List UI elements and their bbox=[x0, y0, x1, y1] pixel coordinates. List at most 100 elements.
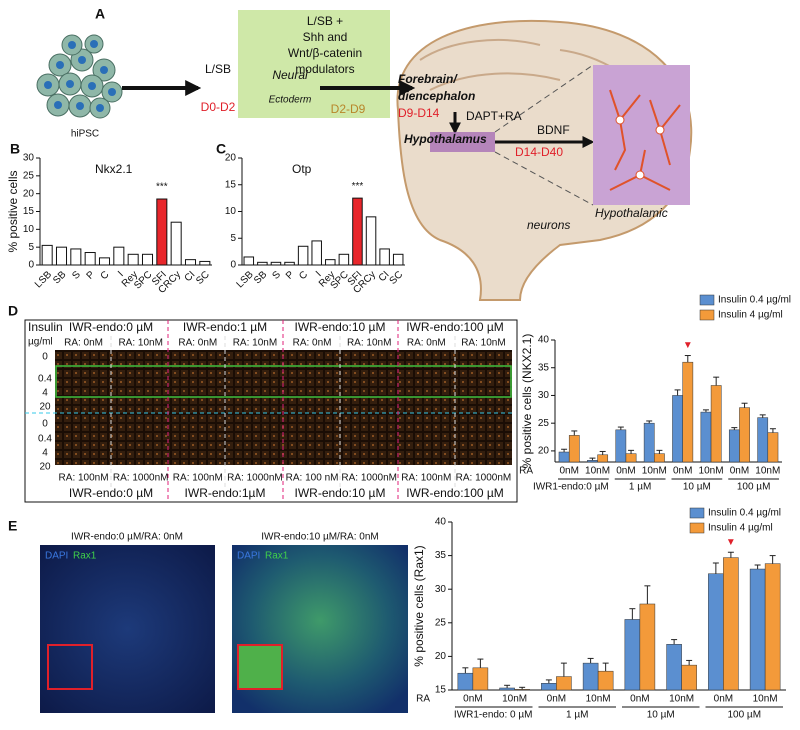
screen-panel bbox=[24, 319, 518, 503]
neural-box bbox=[238, 10, 390, 118]
y-tick-label: 20 bbox=[23, 188, 35, 199]
dividers bbox=[110, 336, 456, 488]
y-tick-label: 5 bbox=[230, 233, 236, 244]
bar bbox=[654, 453, 665, 463]
panel-letter: A bbox=[95, 6, 105, 22]
bar bbox=[41, 244, 53, 266]
step-label: Wnt/β-catenin bbox=[288, 46, 362, 60]
bar bbox=[170, 221, 182, 266]
bar bbox=[625, 453, 637, 463]
x-tick-label: 0nM bbox=[673, 466, 692, 477]
group-label: IWR1-endo: 0 µM bbox=[454, 710, 533, 721]
column-subheader: RA: 1000nM bbox=[227, 473, 283, 484]
legend-label: Insulin 4 µg/ml bbox=[718, 310, 783, 321]
step-days: D14-D40 bbox=[515, 145, 563, 159]
row-label: 0 bbox=[42, 352, 48, 363]
bar bbox=[98, 257, 111, 266]
column-header: IWR-endo:1 µM bbox=[183, 320, 267, 334]
neurons-box bbox=[593, 65, 690, 205]
bar bbox=[257, 261, 268, 266]
y-tick-label: 25 bbox=[538, 418, 550, 429]
stain-label: DAPI bbox=[237, 551, 260, 562]
panel-a: hiPSC L/SB D0-D2 Neural Ectoderm L/SB + … bbox=[36, 10, 693, 301]
bar bbox=[672, 395, 683, 463]
row-label: 4 bbox=[42, 448, 48, 459]
bar bbox=[710, 385, 722, 463]
legend-swatch bbox=[699, 294, 715, 306]
hypothalamus-region bbox=[430, 132, 495, 152]
y-tick-label: 30 bbox=[23, 153, 35, 164]
row-label: 0 bbox=[42, 419, 48, 430]
x-tick-label: 10nM bbox=[642, 466, 667, 477]
chart-title: Otp bbox=[292, 162, 312, 176]
bar bbox=[582, 662, 599, 691]
y-tick-label: 15 bbox=[23, 206, 35, 217]
brain-folds bbox=[419, 39, 676, 185]
bar bbox=[723, 557, 739, 691]
x-tick-label: 0nM bbox=[547, 694, 566, 705]
bar bbox=[55, 246, 68, 266]
bar bbox=[682, 361, 694, 463]
y-axis-label: % positive cells (NKX2.1) bbox=[520, 334, 534, 469]
legend-swatch bbox=[689, 507, 705, 519]
bar bbox=[270, 261, 282, 266]
legend-label: Insulin 0.4 µg/ml bbox=[708, 508, 781, 519]
x-tick-label: 10nM bbox=[755, 466, 780, 477]
cells-label: hiPSC bbox=[71, 129, 99, 140]
step-label: L/SB bbox=[205, 62, 231, 76]
column-header: IWR-endo:100 µM bbox=[406, 486, 504, 500]
bar bbox=[284, 261, 295, 266]
bar bbox=[113, 246, 125, 266]
x-tick-label: 10nM bbox=[585, 466, 610, 477]
x-tick-label: C bbox=[99, 269, 112, 282]
inset-box bbox=[237, 644, 283, 690]
group-label: 10 µM bbox=[647, 710, 675, 721]
bar bbox=[156, 198, 168, 266]
legend-swatch bbox=[699, 309, 715, 321]
y-tick-label: 35 bbox=[435, 550, 447, 561]
column-subheader: RA: 1000nM bbox=[456, 473, 512, 484]
y-axis-label: % positive cells bbox=[6, 170, 20, 252]
dividers bbox=[167, 320, 399, 502]
column-subheader: RA: 10nM bbox=[461, 338, 505, 349]
x-tick-label: P bbox=[284, 269, 297, 282]
column-subheader: RA: 0nM bbox=[64, 338, 103, 349]
bar bbox=[749, 568, 766, 691]
neuron-drawing bbox=[609, 89, 681, 191]
x-tick-label: 0nM bbox=[630, 694, 649, 705]
y-tick-label: 10 bbox=[225, 206, 237, 217]
step-label: L/SB + bbox=[307, 14, 343, 28]
image-panel: IWR-endo:0 µM/RA: 0nM IWR-endo:10 µM/RA:… bbox=[40, 532, 408, 713]
x-tick-label: C bbox=[297, 269, 310, 282]
column-header: IWR-endo:1µM bbox=[185, 486, 266, 500]
column-subheader: RA: 10nM bbox=[233, 338, 277, 349]
legend-swatch bbox=[689, 522, 705, 534]
bar bbox=[639, 603, 656, 691]
group-label: IWR1-endo:0 µM bbox=[533, 482, 609, 493]
x-tick-label: I bbox=[116, 269, 126, 279]
x-tick-label: 10nM bbox=[753, 694, 778, 705]
group-label: 100 µM bbox=[727, 710, 761, 721]
column-header: IWR-endo:0 µM bbox=[69, 320, 153, 334]
legend-label: Insulin 4 µg/ml bbox=[708, 523, 773, 534]
y-tick-label: 20 bbox=[435, 651, 447, 662]
x-tick-label: S bbox=[70, 269, 83, 282]
neurons-label: neurons bbox=[527, 218, 570, 232]
step-label: modulators bbox=[295, 62, 354, 76]
x-tick-label: 10nM bbox=[502, 694, 527, 705]
y-tick-label: 20 bbox=[225, 153, 237, 164]
bar bbox=[739, 407, 750, 463]
bar bbox=[379, 248, 390, 266]
x-tick-label: 0nM bbox=[730, 466, 749, 477]
highlight-marker: ▼ bbox=[683, 340, 693, 351]
y-tick-label: 10 bbox=[23, 224, 35, 235]
bar bbox=[499, 687, 515, 691]
bar bbox=[767, 432, 779, 463]
stain-label: Rax1 bbox=[265, 551, 289, 562]
bar bbox=[365, 216, 377, 266]
y-tick-label: 0 bbox=[28, 260, 34, 271]
bar bbox=[615, 429, 627, 463]
step-label: Shh and bbox=[303, 30, 348, 44]
axis-label: Insulin bbox=[28, 320, 63, 334]
